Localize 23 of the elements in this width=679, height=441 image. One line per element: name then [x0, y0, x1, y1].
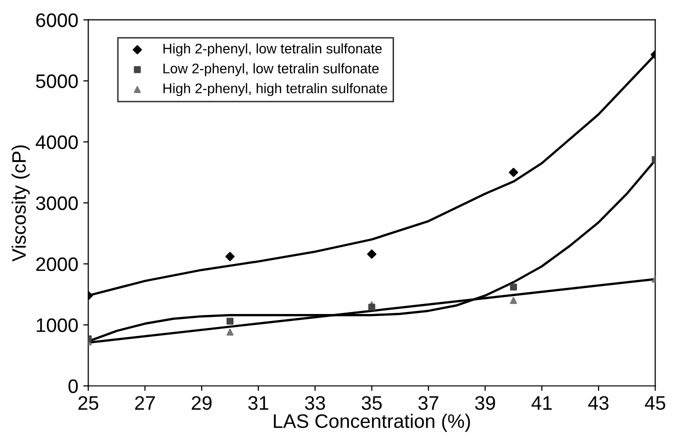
x-tick-label: 31	[248, 396, 268, 410]
x-tick-label: 45	[644, 396, 666, 410]
x-tick-label: 39	[475, 396, 496, 410]
y-tick-label: 1000	[36, 318, 78, 332]
x-tick-label: 27	[135, 396, 155, 410]
y-tick-label: 5000	[36, 74, 78, 88]
x-tick-label: 33	[304, 396, 326, 410]
y-tick-label: 6000	[36, 13, 78, 28]
x-tick-label: 25	[78, 396, 98, 410]
y-tick-label: 4000	[36, 135, 78, 150]
legend-label: High 2-phenyl, low tetralin sulfonate	[163, 43, 382, 56]
y-tick-label: 3000	[36, 196, 78, 210]
x-axis-title: LAS Concentration (%)	[274, 414, 470, 432]
x-tick-label: 41	[531, 396, 552, 410]
legend-label: High 2-phenyl, high tetralin sulfonate	[163, 83, 388, 96]
legend-label: Low 2-phenyl, low tetralin sulfonate	[163, 63, 379, 76]
x-tick-label: 37	[418, 396, 438, 410]
x-tick-label: 43	[588, 396, 608, 410]
y-tick-label: 2000	[36, 257, 78, 272]
y-axis-title: Viscosity (cP)	[12, 145, 30, 262]
y-tick-label: 0	[68, 379, 78, 394]
x-tick-label: 29	[192, 396, 212, 410]
x-tick-label: 35	[362, 396, 382, 410]
